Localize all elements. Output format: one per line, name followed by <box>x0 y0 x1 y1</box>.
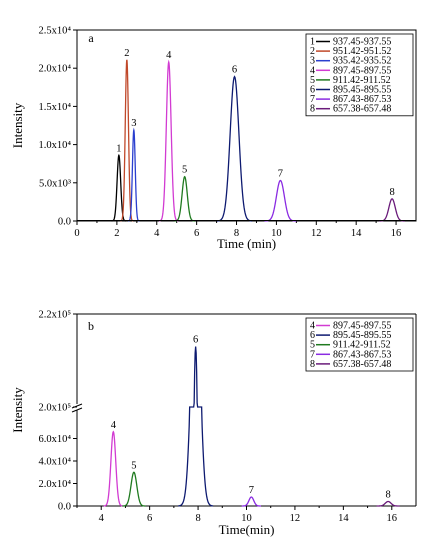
legend-entry: 867.43-867.53 <box>333 94 391 105</box>
peak-trace-8 <box>379 198 405 222</box>
peak-label-2: 2 <box>124 48 129 59</box>
y-axis-label: Intensity <box>10 387 25 433</box>
panel-a-letter: a <box>88 31 94 45</box>
peak-label-7: 7 <box>249 485 254 496</box>
x-tick-label: 10 <box>271 228 282 239</box>
y-tick-label: 0.0 <box>58 217 71 228</box>
legend-box <box>305 33 414 117</box>
peak-trace-6 <box>216 75 253 222</box>
panel-b: 4 6 8 10 12 14 160.02.0x10⁴4.0x10⁴6.0x10⁴2.0x1… <box>10 310 417 537</box>
legend-entry: 657.38-657.48 <box>333 104 391 115</box>
x-tick-label: 6 <box>147 513 152 524</box>
peak-trace-2 <box>120 59 134 222</box>
legend-entry: 897.45-897.55 <box>333 321 391 332</box>
peak-trace-8 <box>376 500 400 507</box>
x-tick-label: 12 <box>311 228 322 239</box>
legend-number: 8 <box>310 359 315 370</box>
x-axis-label: Time(min) <box>219 522 275 537</box>
x-axis-label: Time (min) <box>217 236 276 251</box>
legend-entry: 937.45-937.55 <box>333 37 391 48</box>
panel-b-letter: b <box>88 319 94 333</box>
y-tick-label: 1.0x10⁴ <box>38 140 71 151</box>
y-axis-label: Intensity <box>10 102 25 148</box>
peak-label-5: 5 <box>182 165 187 176</box>
legend-entry: 895.45-895.55 <box>333 330 391 341</box>
peak-trace-7 <box>264 179 297 222</box>
y-tick-label: 2.5x10⁴ <box>38 26 71 37</box>
panel-a: 0 2 4 6 8 10 12 14 160.05.0x10³1.0x10⁴1.5x10⁴2.0… <box>10 26 417 251</box>
legend-entry: 951.42-951.52 <box>333 46 391 57</box>
legend-number: 5 <box>310 75 315 86</box>
legend-number: 1 <box>310 37 315 48</box>
legend-entry: 897.45-897.55 <box>333 65 391 76</box>
x-tick-label: 6 <box>194 228 199 239</box>
peak-label-6: 6 <box>232 65 237 76</box>
legend-number: 2 <box>310 46 315 57</box>
y-tick-label: 5.0x10³ <box>39 178 71 189</box>
peak-label-5: 5 <box>131 460 136 471</box>
y-tick-label: 2.0x10⁴ <box>38 64 71 75</box>
legend-number: 4 <box>310 65 315 76</box>
y-tick-label: 4.0x10⁴ <box>38 457 71 468</box>
legend-number: 6 <box>310 330 315 341</box>
peak-trace-7 <box>241 496 262 507</box>
peak-label-1: 1 <box>116 143 121 154</box>
peak-label-6: 6 <box>193 335 198 346</box>
x-tick-label: 14 <box>351 228 362 239</box>
peak-label-7: 7 <box>278 169 283 180</box>
legend-number: 7 <box>310 349 315 360</box>
x-tick-label: 16 <box>391 228 402 239</box>
y-tick-label: 2.0x10⁵ <box>38 403 71 414</box>
legend-entry: 911.42-911.52 <box>333 75 391 86</box>
peak-label-8: 8 <box>389 187 394 198</box>
x-tick-label: 10 <box>241 513 252 524</box>
x-tick-label: 4 <box>154 228 160 239</box>
peak-label-4: 4 <box>166 50 172 61</box>
axis-break-mark <box>71 407 83 413</box>
x-tick-label: 8 <box>234 228 239 239</box>
legend-number: 6 <box>310 85 315 96</box>
peak-trace-5 <box>174 175 196 222</box>
peak-trace-5 <box>122 471 146 507</box>
x-tick-label: 8 <box>195 513 200 524</box>
x-tick-label: 4 <box>99 513 105 524</box>
peak-label-4: 4 <box>111 420 117 431</box>
peak-trace-6 <box>178 346 214 507</box>
y-tick-label: 6.0x10⁴ <box>38 434 71 445</box>
y-tick-label: 1.5x10⁴ <box>38 102 71 113</box>
y-tick-label: 0.0 <box>58 502 71 513</box>
legend-entry: 895.45-895.55 <box>333 85 391 96</box>
legend-number: 7 <box>310 94 315 105</box>
legend-number: 5 <box>310 340 315 351</box>
legend-entry: 657.38-657.48 <box>333 359 391 370</box>
peak-trace-4 <box>159 59 179 222</box>
x-tick-label: 16 <box>387 513 398 524</box>
legend-entry: 911.42-911.52 <box>333 340 391 351</box>
x-tick-label: 0 <box>74 228 79 239</box>
legend-entry: 867.43-867.53 <box>333 349 391 360</box>
peak-label-8: 8 <box>386 490 391 501</box>
legend-number: 3 <box>310 56 315 67</box>
peak-label-3: 3 <box>131 118 136 129</box>
x-tick-label: 12 <box>290 513 301 524</box>
peak-trace-4 <box>103 430 124 507</box>
x-tick-label: 14 <box>338 513 349 524</box>
peak-trace-1 <box>111 153 127 222</box>
x-tick-label: 2 <box>114 228 119 239</box>
peak-trace-3 <box>128 127 140 222</box>
legend-number: 8 <box>310 104 315 115</box>
y-tick-label: 2.2x10⁵ <box>38 310 71 321</box>
legend-number: 4 <box>310 321 315 332</box>
y-tick-label: 2.0x10⁴ <box>38 479 71 490</box>
legend-entry: 935.42-935.52 <box>333 56 391 67</box>
